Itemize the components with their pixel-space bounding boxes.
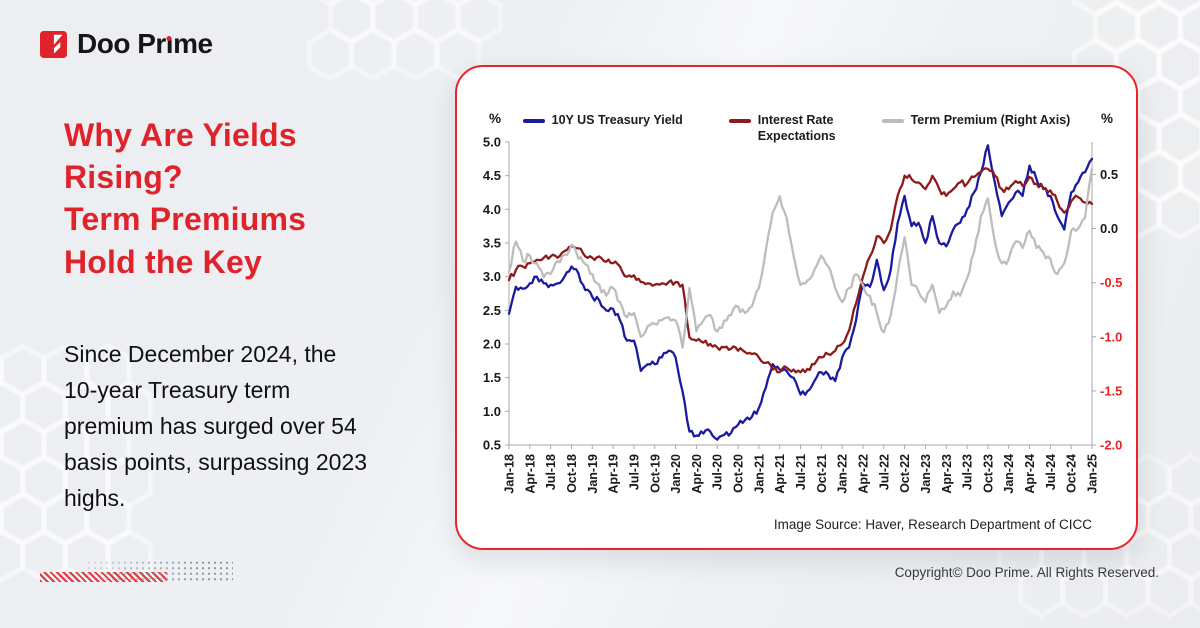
x-axis-tick-label: Oct-18 [565, 454, 579, 493]
left-axis-tick-label: 5.0 [483, 135, 501, 150]
doo-prime-logo-text: Doo Prı me [77, 28, 213, 59]
body-text-line: Since December 2024, the [64, 341, 337, 367]
x-axis-tick-label: Apr-18 [523, 454, 537, 494]
x-axis-tick-label: Apr-19 [607, 454, 621, 494]
headline-line: Hold the Key [64, 243, 262, 280]
x-axis-tick-label: Apr-24 [1023, 454, 1037, 494]
decorative-dot-grid [86, 560, 233, 582]
x-axis-tick-label: Jan-25 [1086, 454, 1100, 494]
x-axis-tick-label: Jul-22 [877, 454, 891, 490]
headline-line: Why Are Yields [64, 117, 297, 153]
x-axis-tick-label: Jul-20 [711, 454, 725, 490]
x-axis-tick-label: Oct-20 [732, 454, 746, 493]
left-axis-tick-label: 1.5 [483, 370, 501, 385]
left-axis-tick-label: 2.0 [483, 337, 501, 352]
x-axis-tick-label: Jan-21 [752, 454, 766, 494]
body-text-line: 10-year Treasury term [64, 377, 291, 404]
right-axis-tick-label: -2.0 [1100, 438, 1122, 453]
page-title: Why Are Yields Rising? Term Premiums Hol… [64, 114, 306, 283]
x-axis-tick-label: Jan-24 [1002, 454, 1016, 494]
legend-swatch-blue [522, 119, 545, 123]
left-axis-tick-label: 3.0 [483, 269, 501, 284]
legend-item-term-premium: Term Premium (Right Axis) [881, 113, 1071, 144]
left-axis-tick-label: 2.5 [483, 303, 501, 318]
x-axis-tick-label: Apr-22 [856, 454, 870, 494]
headline-line: Term Premiums [64, 201, 307, 238]
x-axis-tick-label: Apr-23 [940, 454, 954, 494]
x-axis-tick-label: Jan-19 [586, 454, 600, 494]
doo-prime-logo: Doo Prı me [40, 30, 213, 58]
x-axis-tick-label: Apr-21 [773, 454, 787, 494]
body-text-line: premium has surged over 54 [64, 413, 357, 440]
legend-swatch-gray [881, 119, 904, 123]
x-axis-tick-label: Jul-24 [1044, 454, 1058, 490]
right-axis-tick-label: -1.5 [1100, 383, 1122, 398]
left-axis-tick-label: 4.0 [483, 202, 501, 217]
right-axis-tick-label: -0.5 [1100, 275, 1122, 290]
body-text-line: basis points, surpassing 2023 [64, 449, 368, 476]
x-axis-tick-label: Oct-19 [648, 454, 662, 493]
body-text: Since December 2024, the 10-year Treasur… [64, 336, 474, 517]
chart-card: %% 5.0 4.5 4.0 3.5 3.0 2.5 2.0 1.5 1.0 0.5 0.5 0.0 -0… [455, 65, 1138, 550]
chart-legend: 10Y US Treasury Yield Interest Rate Expe… [457, 113, 1136, 144]
logo-i-red-dot [166, 36, 172, 41]
left-axis-unit: % [489, 111, 501, 126]
x-axis-tick-label: Oct-24 [1065, 454, 1079, 493]
x-axis-tick-label: Jan-18 [503, 454, 517, 494]
x-axis-tick-label: Jan-20 [669, 454, 683, 494]
left-axis-tick-label: 3.5 [483, 236, 501, 251]
left-axis-tick-label: 0.5 [483, 438, 501, 453]
series-line-term-premium-right-axis- [507, 167, 1094, 349]
legend-item-10y-us-treasury-yield: 10Y US Treasury Yield [522, 113, 683, 144]
x-axis-tick-label: Jul-23 [961, 454, 975, 490]
left-axis-tick-label: 1.0 [483, 404, 501, 419]
copyright-text: Copyright© Doo Prime. All Rights Reserve… [894, 565, 1159, 580]
x-axis-tick-label: Jul-19 [627, 454, 641, 490]
legend-label: 10Y US Treasury Yield [551, 113, 683, 127]
image-source-note: Image Source: Haver, Research Department… [773, 517, 1092, 532]
series-line-interest-rate-expectations [507, 167, 1094, 374]
right-axis-tick-label: 0.0 [1100, 221, 1118, 236]
legend-label: Term Premium (Right Axis) [910, 113, 1071, 127]
right-axis-unit: % [1101, 111, 1113, 126]
line-chart: % % 5.0 4.5 4.0 3.5 3.0 2.5 2.0 1.5 1.0 0.5 0.5 0.0 -0… [483, 111, 1122, 494]
x-axis-tick-label: Oct-23 [981, 454, 995, 493]
body-text-line: highs. [64, 485, 126, 512]
legend-label: Interest Rate Expectations [757, 113, 836, 143]
x-axis-tick-label: Apr-20 [690, 454, 704, 494]
x-axis-tick-label: Jan-22 [836, 454, 850, 494]
right-axis-tick-label: 0.5 [1100, 167, 1118, 182]
right-axis-tick-label: -1.0 [1100, 329, 1122, 344]
series-line-10y-us-treasury-yield [507, 144, 1094, 441]
doo-prime-logo-icon [40, 30, 67, 58]
legend-swatch-dark-red [728, 119, 751, 123]
legend-item-interest-rate-expectations: Interest Rate Expectations [728, 113, 836, 144]
x-axis-tick-label: Oct-22 [898, 454, 912, 493]
x-axis-tick-label: Oct-21 [815, 454, 829, 493]
x-axis-tick-label: Jan-23 [919, 454, 933, 494]
x-axis-tick-label: Jul-18 [544, 454, 558, 490]
left-axis-tick-label: 4.5 [483, 168, 501, 183]
headline-line: Rising? [64, 159, 183, 196]
x-axis-tick-label: Jul-21 [794, 454, 808, 490]
